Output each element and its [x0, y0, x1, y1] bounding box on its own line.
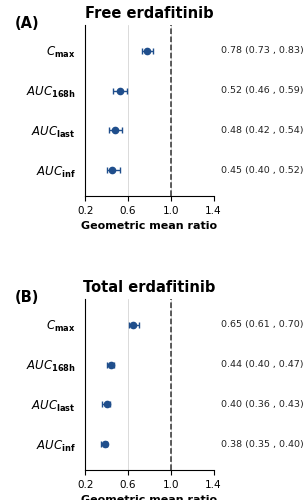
X-axis label: Geometric mean ratio: Geometric mean ratio — [81, 496, 217, 500]
Text: 0.45 (0.40 , 0.52): 0.45 (0.40 , 0.52) — [221, 166, 304, 175]
Text: 0.65 (0.61 , 0.70): 0.65 (0.61 , 0.70) — [221, 320, 304, 329]
Text: (B): (B) — [15, 290, 39, 306]
Title: Free erdafitinib: Free erdafitinib — [85, 6, 214, 21]
X-axis label: Geometric mean ratio: Geometric mean ratio — [81, 222, 217, 232]
Text: 0.44 (0.40 , 0.47): 0.44 (0.40 , 0.47) — [221, 360, 304, 369]
Text: 0.48 (0.42 , 0.54): 0.48 (0.42 , 0.54) — [221, 126, 304, 135]
Text: 0.78 (0.73 , 0.83): 0.78 (0.73 , 0.83) — [221, 46, 304, 56]
Text: (A): (A) — [15, 16, 40, 32]
Text: 0.52 (0.46 , 0.59): 0.52 (0.46 , 0.59) — [221, 86, 304, 95]
Text: 0.38 (0.35 , 0.40): 0.38 (0.35 , 0.40) — [221, 440, 304, 448]
Text: 0.40 (0.36 , 0.43): 0.40 (0.36 , 0.43) — [221, 400, 304, 409]
Title: Total erdafitinib: Total erdafitinib — [83, 280, 216, 295]
